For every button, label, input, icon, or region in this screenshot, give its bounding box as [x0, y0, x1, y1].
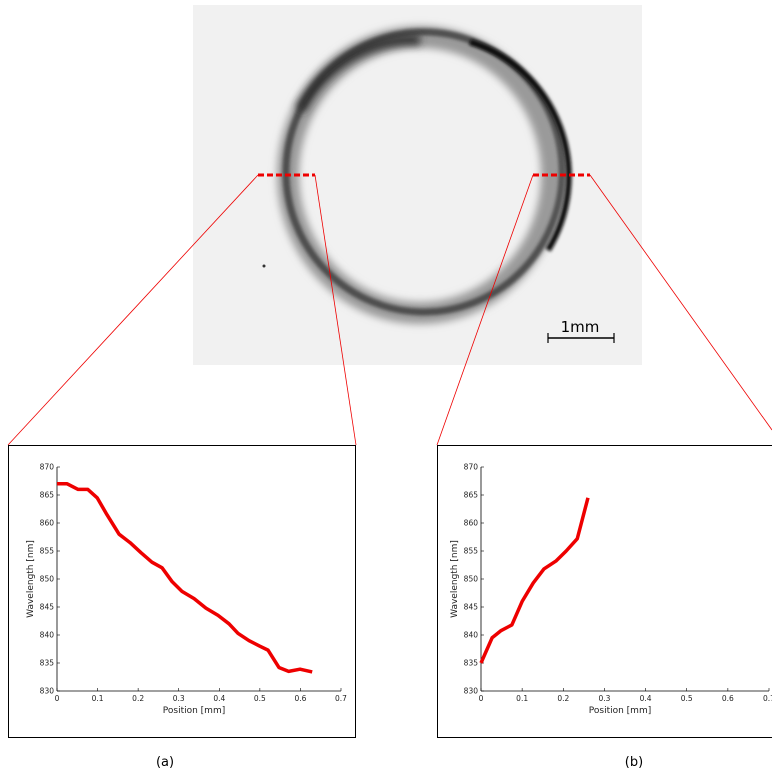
y-tick-label: 865	[464, 491, 479, 500]
x-tick-label: 0	[55, 694, 60, 703]
scale-bar-label: 1mm	[561, 318, 600, 336]
y-tick-label: 860	[464, 519, 479, 528]
x-tick-label: 0.5	[254, 694, 266, 703]
y-tick-label: 860	[40, 519, 55, 528]
y-tick-label: 850	[40, 575, 55, 584]
x-tick-label: 0.5	[681, 694, 693, 703]
x-tick-label: 0	[479, 694, 484, 703]
y-axis-label: Wavelength [nm]	[450, 540, 460, 618]
panel-caption: (b)	[625, 755, 643, 770]
x-tick-label: 0.1	[92, 694, 104, 703]
x-tick-label: 0.4	[213, 694, 225, 703]
y-tick-label: 870	[40, 463, 55, 472]
y-tick-label: 845	[40, 603, 55, 612]
x-tick-label: 0.7	[335, 694, 347, 703]
x-tick-label: 0.6	[722, 694, 734, 703]
panel-frame	[437, 445, 772, 738]
panel-frame	[8, 445, 356, 738]
x-tick-label: 0.2	[557, 694, 569, 703]
y-tick-label: 840	[464, 631, 479, 640]
y-tick-label: 855	[464, 547, 479, 556]
zoom-line	[7, 174, 259, 446]
y-tick-label: 855	[40, 547, 55, 556]
microscope-image	[193, 5, 642, 365]
y-tick-label: 845	[464, 603, 479, 612]
x-tick-label: 0.3	[598, 694, 610, 703]
x-tick-label: 0.7	[763, 694, 772, 703]
y-axis-label: Wavelength [nm]	[26, 540, 36, 618]
x-tick-label: 0.2	[132, 694, 144, 703]
y-tick-label: 830	[40, 687, 55, 696]
data-line	[479, 497, 590, 664]
x-axis-label: Position [mm]	[163, 706, 225, 716]
panel-caption: (a)	[156, 755, 174, 770]
x-tick-label: 0.6	[294, 694, 306, 703]
zoom-line	[314, 174, 357, 446]
data-line	[57, 482, 313, 674]
zoom-line	[589, 174, 772, 431]
x-axis-label: Position [mm]	[589, 706, 651, 716]
zoom-line	[436, 174, 534, 446]
y-tick-label: 850	[464, 575, 479, 584]
y-tick-label: 830	[464, 687, 479, 696]
y-tick-label: 865	[40, 491, 55, 500]
x-tick-label: 0.4	[640, 694, 652, 703]
y-tick-label: 835	[40, 659, 55, 668]
x-tick-label: 0.1	[516, 694, 528, 703]
y-tick-label: 840	[40, 631, 55, 640]
y-tick-label: 870	[464, 463, 479, 472]
x-tick-label: 0.3	[173, 694, 185, 703]
y-tick-label: 835	[464, 659, 479, 668]
